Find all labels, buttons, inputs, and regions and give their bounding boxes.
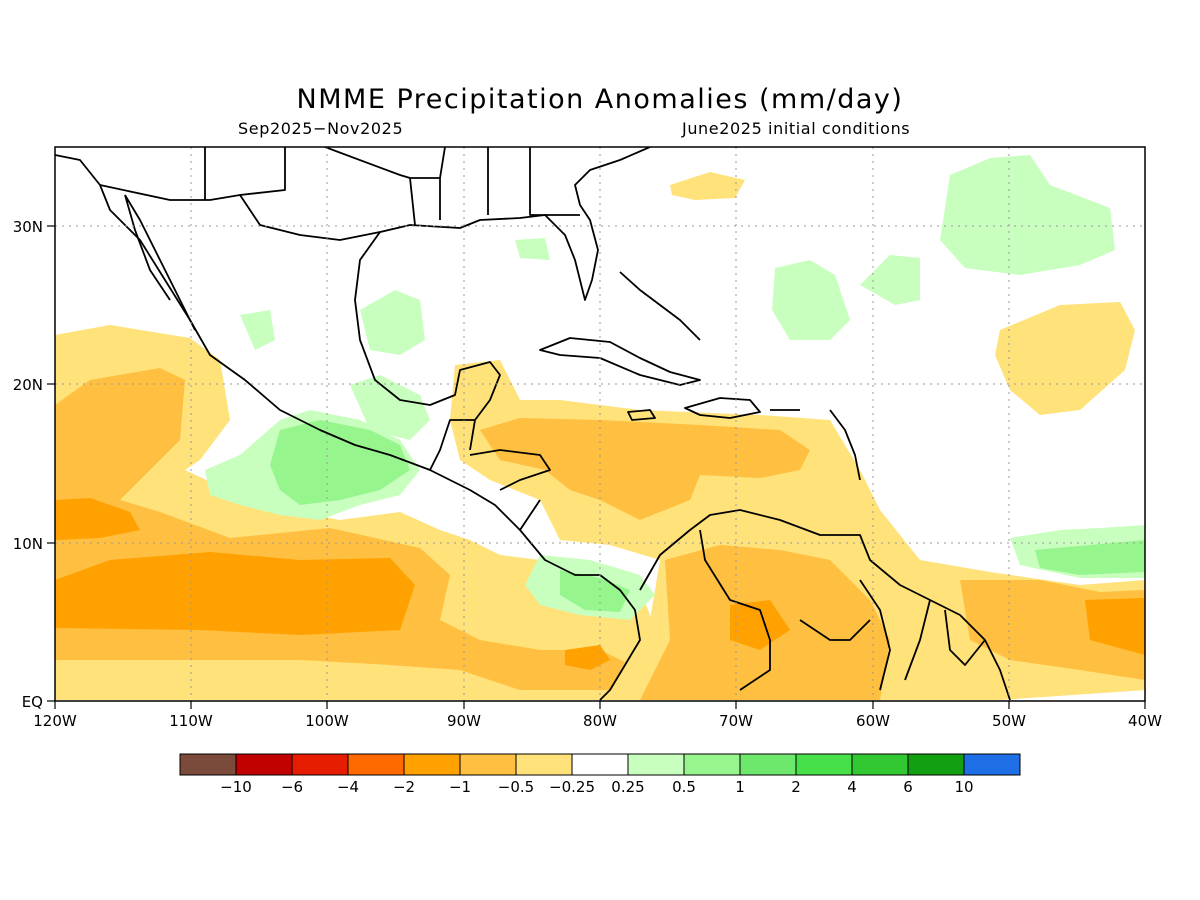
dry-caribbean-mid <box>480 418 810 520</box>
colorbar-swatch <box>627 753 685 776</box>
coastline-mexico-gulf <box>354 231 501 451</box>
colorbar-swatch <box>291 753 349 776</box>
coastline-hispaniola <box>684 397 800 419</box>
lon-label: 40W <box>1128 712 1162 730</box>
border-us-mexico <box>99 147 580 226</box>
colorbar-swatch <box>459 753 517 776</box>
coastline-baja <box>124 194 196 331</box>
dry-core-pacific-east <box>565 645 610 670</box>
colorbar-label: 0.25 <box>611 778 644 796</box>
colorbar-swatch <box>963 753 1021 776</box>
colorbar-label: 6 <box>903 778 913 796</box>
colorbar-swatch <box>851 753 909 776</box>
lon-label: 110W <box>169 712 213 730</box>
colorbar-swatch <box>347 753 405 776</box>
colorbar: −10 −6 −4 −2 −1 −0.5 −0.25 0.25 0.5 1 2 4 6 10 <box>179 753 1021 796</box>
coastline-bahamas <box>619 271 701 341</box>
colorbar-swatch <box>739 753 797 776</box>
border-central-america <box>429 419 551 531</box>
lon-label: 100W <box>305 712 349 730</box>
colorbar-swatch <box>179 753 237 776</box>
colorbar-label: 1 <box>735 778 745 796</box>
ticks <box>47 225 1146 709</box>
colorbar-label: −10 <box>220 778 252 796</box>
colorbar-label: −0.5 <box>498 778 534 796</box>
colorbar-label: −0.25 <box>549 778 595 796</box>
colorbar-label: −2 <box>393 778 415 796</box>
lon-labels: 120W 110W 100W 90W 80W 70W 60W 50W 40W <box>33 712 1162 730</box>
dry-gulf-atlantic <box>670 172 745 200</box>
colorbar-swatch <box>907 753 965 776</box>
coastline-gulf <box>239 147 651 301</box>
lat-label: EQ <box>22 693 43 711</box>
coastline-pacific <box>55 154 641 701</box>
wet-west-mexico <box>240 310 275 350</box>
grid <box>55 147 1145 701</box>
colorbar-swatch <box>235 753 293 776</box>
forecast-period: Sep2025−Nov2025 <box>238 119 404 138</box>
lon-label: 60W <box>856 712 890 730</box>
border-south-america <box>699 529 986 691</box>
lat-label: 20N <box>13 376 43 394</box>
map-title: NMME Precipitation Anomalies (mm/day) <box>296 84 904 115</box>
lat-label: 10N <box>13 535 43 553</box>
initial-conditions: June2025 initial conditions <box>682 119 911 138</box>
coastline-antilles <box>829 409 861 481</box>
coastlines <box>55 147 1011 701</box>
lon-label: 90W <box>447 712 481 730</box>
coastline-south-america <box>639 509 1011 701</box>
lon-label: 50W <box>992 712 1026 730</box>
colorbar-label: 2 <box>791 778 801 796</box>
dry-atlantic-north <box>995 302 1135 415</box>
dry-atlantic-core <box>1085 598 1145 655</box>
wet-gulf-mexico <box>360 290 425 355</box>
coastline-cuba <box>539 337 701 386</box>
lat-labels: EQ 10N 20N 30N <box>13 218 43 711</box>
lat-label: 30N <box>13 218 43 236</box>
wet-atlantic-north-1 <box>940 155 1115 275</box>
colorbar-swatch <box>795 753 853 776</box>
colorbar-swatch <box>571 753 629 776</box>
wet-yucatan <box>350 375 430 440</box>
colorbar-label: 4 <box>847 778 857 796</box>
lon-label: 80W <box>583 712 617 730</box>
dry-core-pacific-north <box>55 498 140 540</box>
lon-label: 70W <box>719 712 753 730</box>
dry-south-america-core <box>730 600 790 650</box>
wet-atlantic-east-mid <box>1035 540 1145 575</box>
anomaly-fields <box>55 155 1145 700</box>
colorbar-label: −1 <box>449 778 471 796</box>
colorbar-swatch <box>515 753 573 776</box>
wet-panama-mid <box>560 570 630 612</box>
coastline-jamaica <box>627 409 656 421</box>
wet-mexico-pacific-mid <box>270 420 410 505</box>
colorbar-swatch <box>403 753 461 776</box>
colorbar-label: −4 <box>337 778 359 796</box>
wet-gulf-north <box>515 238 550 260</box>
colorbar-label: 10 <box>954 778 973 796</box>
colorbar-label: 0.5 <box>672 778 696 796</box>
wet-atlantic-north-3 <box>860 255 920 305</box>
lon-label: 120W <box>33 712 77 730</box>
wet-atlantic-north-2 <box>772 260 850 340</box>
colorbar-swatch <box>683 753 741 776</box>
colorbar-label: −6 <box>281 778 303 796</box>
dry-core-pacific <box>55 552 415 635</box>
